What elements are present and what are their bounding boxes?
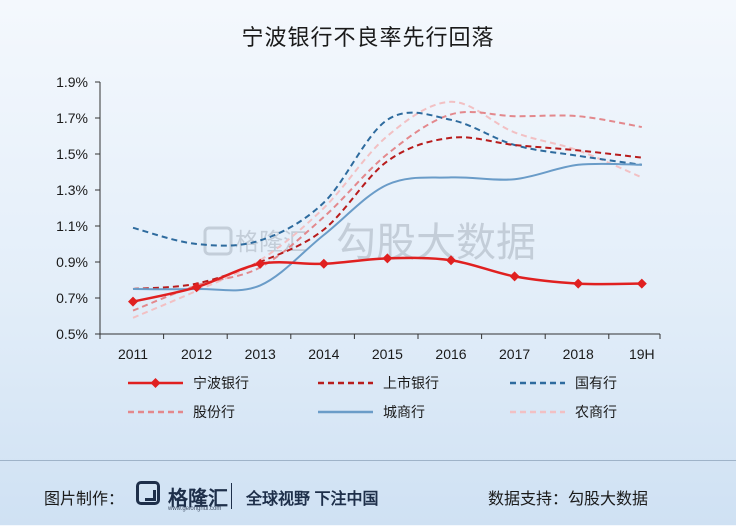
x-tick-label: 2018 (563, 346, 594, 362)
series-line-4 (132, 162, 642, 292)
legend-label: 股份行 (193, 404, 235, 420)
series-layer (128, 100, 647, 319)
footer: 图片制作： 格隆汇 www.gelonghui.com 全球视野 下注中国 数据… (0, 460, 736, 526)
legend-label: 国有行 (575, 375, 617, 391)
x-tick-label: 2012 (181, 346, 212, 362)
data-point (636, 278, 647, 289)
data-point (318, 258, 329, 269)
x-tick-label: 2016 (435, 346, 466, 362)
legend-label: 上市银行 (383, 375, 439, 391)
x-tick-label: 2017 (499, 346, 530, 362)
series-line-1 (132, 136, 642, 290)
y-tick-label: 0.5% (56, 326, 88, 342)
data-point (573, 278, 584, 289)
watermark-logo-icon (203, 226, 233, 256)
data-point (446, 255, 456, 266)
data-point (509, 271, 520, 282)
axes: 0.5% 0.7% 0.9% 1.1% 1.3% 1.5% 1.7% 1.9% 2011 2012… (56, 74, 661, 362)
legend-label: 宁波银行 (193, 375, 249, 391)
footer-data-source: 数据支持：勾股大数据 (488, 491, 649, 508)
legend-label: 农商行 (575, 404, 617, 420)
gelonghui-logo-icon (136, 481, 160, 505)
series-line-5 (132, 100, 643, 319)
chart-title: 宁波银行不良率先行回落 (241, 25, 495, 50)
footer-divider (231, 483, 232, 509)
x-tick-label: 2013 (245, 346, 276, 362)
legend-label: 城商行 (383, 404, 425, 420)
y-tick-label: 1.3% (56, 182, 88, 198)
y-tick-label: 1.7% (56, 110, 88, 126)
x-tick-label: 2015 (372, 346, 403, 362)
series-line-3 (132, 111, 642, 312)
data-point (382, 253, 393, 264)
footer-brand: 格隆汇 (168, 488, 228, 510)
data-point (191, 282, 202, 293)
data-point (128, 296, 138, 307)
y-tick-label: 1.9% (56, 74, 88, 90)
line-chart: 格隆汇 勾股大数据 0.5%0.7%0.9%1.1%1.3%1.5%1.7%1.… (56, 74, 661, 420)
x-tick-label: 2014 (308, 346, 339, 362)
y-tick-label: 1.5% (56, 146, 88, 162)
data-point (255, 258, 266, 269)
footer-credit-label: 图片制作： (44, 491, 125, 508)
footer-domain: www.gelonghui.com (168, 506, 222, 512)
y-tick-label: 0.9% (56, 254, 88, 270)
legend-marker (150, 378, 161, 388)
x-tick-label: 2011 (118, 346, 148, 362)
y-tick-label: 1.1% (56, 218, 88, 234)
y-tick-label: 0.7% (56, 290, 88, 306)
footer-slogan: 全球视野 下注中国 (246, 491, 379, 508)
x-tick-label: 19H (629, 346, 655, 362)
